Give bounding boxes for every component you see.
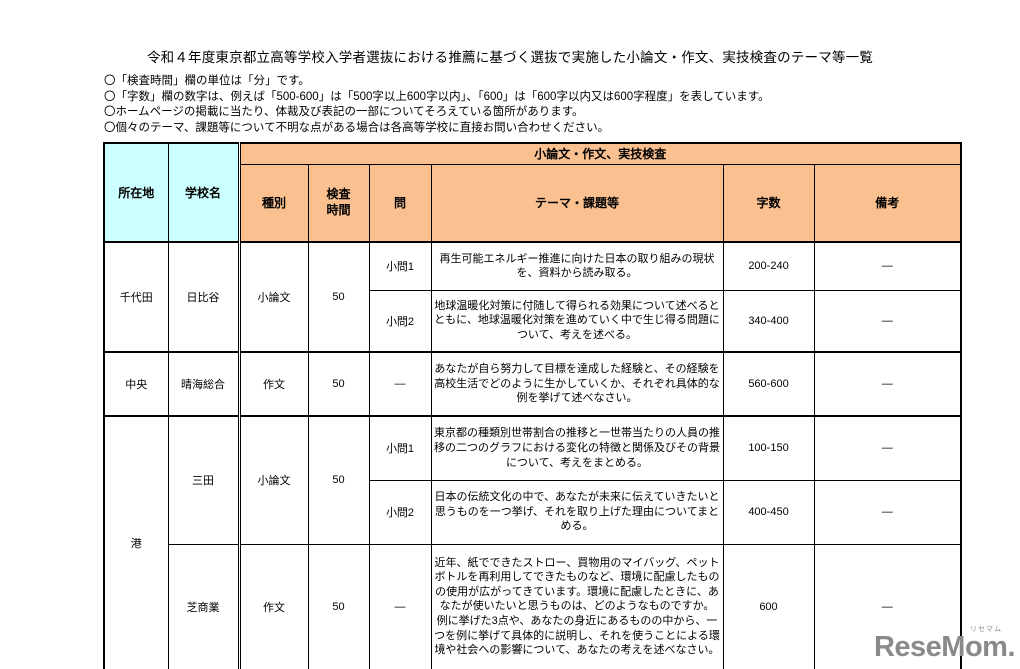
remarks-cell: ―: [813, 415, 962, 481]
col-header-chars: 字数: [722, 163, 815, 243]
question-cell: 小問1: [368, 241, 432, 291]
note-line-2: 〇「字数」欄の数字は、例えば「500-600」は「500字以上600字以内」、「…: [104, 90, 770, 103]
col-header-theme: テーマ・課題等: [430, 163, 724, 243]
themes-table: 所在地 学校名 小論文・作文、実技検査 種別 検査 時間 問 テーマ・課題等 字…: [103, 142, 963, 669]
question-cell: 小問1: [368, 415, 432, 481]
remarks-cell: ―: [813, 241, 962, 291]
header-row: 種別 検査 時間 問 テーマ・課題等 字数 備考: [104, 163, 962, 243]
page-title: 令和４年度東京都立高等学校入学者選抜における推薦に基づく選抜で実施した小論文・作…: [146, 50, 874, 65]
question-cell: ―: [368, 543, 432, 669]
theme-cell: 近年、紙でできたストロー、買物用のマイバッグ、ペットボトルを再利用してできたもの…: [430, 543, 724, 669]
header-band-row: 所在地 学校名 小論文・作文、実技検査: [103, 142, 962, 243]
resemom-logo-text: ReseMom.: [873, 631, 1016, 663]
note-line-1: 〇「検査時間」欄の単位は「分」です。: [104, 75, 310, 87]
table-row: 中央 晴海総合 作文 50 ― あなたが自ら努力して目標を達成した経験と、その経…: [103, 351, 962, 417]
resemom-ruby-label: リセマム: [970, 626, 1002, 633]
chars-cell: 200-240: [722, 241, 815, 291]
type-cell: 小論文: [237, 241, 309, 353]
chars-cell: 600: [722, 543, 815, 669]
type-cell: 小論文: [237, 415, 309, 545]
remarks-cell: ―: [813, 289, 962, 353]
school-name-cell: 三田: [167, 415, 240, 545]
chars-cell: 560-600: [722, 351, 815, 417]
theme-cell: 再生可能エネルギー推進に向けた日本の取り組みの現状を、資料から読み取る。: [430, 241, 724, 291]
chars-cell: 100-150: [722, 415, 815, 481]
time-cell: 50: [307, 415, 370, 545]
table-row: 小問2 地球温暖化対策に付随して得られる効果について述べるとともに、地球温暖化対…: [104, 289, 962, 353]
time-cell: 50: [307, 351, 370, 417]
theme-cell: 東京都の種類別世帯割合の推移と一世帯当たりの人員の推移の二つのグラフにおける変化…: [430, 415, 724, 481]
remarks-cell: ―: [813, 351, 962, 417]
school-name-cell: 晴海総合: [167, 351, 240, 417]
theme-cell: 地球温暖化対策に付随して得られる効果について述べるとともに、地球温暖化対策を進め…: [430, 289, 724, 353]
group-header: 小論文・作文、実技検査: [237, 142, 962, 165]
note-line-4: 〇個々のテーマ、課題等について不明な点がある場合は各高等学校に直接お問い合わせく…: [104, 121, 610, 134]
question-cell: ―: [368, 351, 432, 417]
col-header-school: 学校名: [167, 142, 240, 243]
time-cell: 50: [307, 543, 370, 669]
notes-block: 〇「検査時間」欄の単位は「分」です。 〇「字数」欄の数字は、例えば「500-60…: [104, 74, 1020, 136]
col-header-remarks: 備考: [813, 163, 962, 243]
time-cell: 50: [307, 241, 370, 353]
col-header-question: 問: [368, 163, 432, 243]
col-header-time: 検査 時間: [307, 163, 370, 243]
table-row: 港 三田 小論文 50 小問1 東京都の種類別世帯割合の推移と一世帯当たりの人員…: [103, 415, 962, 669]
resemom-logo: リセマム ReseMom.: [873, 626, 1016, 663]
question-cell: 小問2: [368, 479, 432, 545]
col-header-location: 所在地: [103, 142, 169, 243]
school-name-cell: 日比谷: [167, 241, 240, 353]
table-row: 小問2 日本の伝統文化の中で、あなたが未来に伝えていきたいと思うものを一つ挙げ、…: [104, 479, 962, 545]
note-line-3: 〇ホームページの掲載に当たり、体裁及び表記の一部についてそろえている箇所がありま…: [104, 106, 584, 118]
remarks-cell: ―: [813, 543, 962, 669]
chars-cell: 340-400: [722, 289, 815, 353]
remarks-cell: ―: [813, 479, 962, 545]
theme-cell: あなたが自ら努力して目標を達成した経験と、その経験を高校生活でどのように生かして…: [430, 351, 724, 417]
location-cell: 中央: [103, 351, 169, 417]
school-name-cell: 芝商業: [167, 543, 240, 669]
table-row: 千代田 日比谷 小論文 50 小問1 再生可能エネルギー推進に向けた日本の取り組…: [103, 241, 962, 353]
theme-cell: 日本の伝統文化の中で、あなたが未来に伝えていきたいと思うものを一つ挙げ、それを取…: [430, 479, 724, 545]
chars-cell: 400-450: [722, 479, 815, 545]
table-row: 芝商業 作文 50 ― 近年、紙でできたストロー、買物用のマイバッグ、ペットボト…: [104, 543, 962, 669]
type-cell: 作文: [237, 543, 309, 669]
type-cell: 作文: [237, 351, 309, 417]
location-cell: 港: [103, 415, 169, 669]
question-cell: 小問2: [368, 289, 432, 353]
col-header-type: 種別: [237, 163, 309, 243]
location-cell: 千代田: [103, 241, 169, 353]
